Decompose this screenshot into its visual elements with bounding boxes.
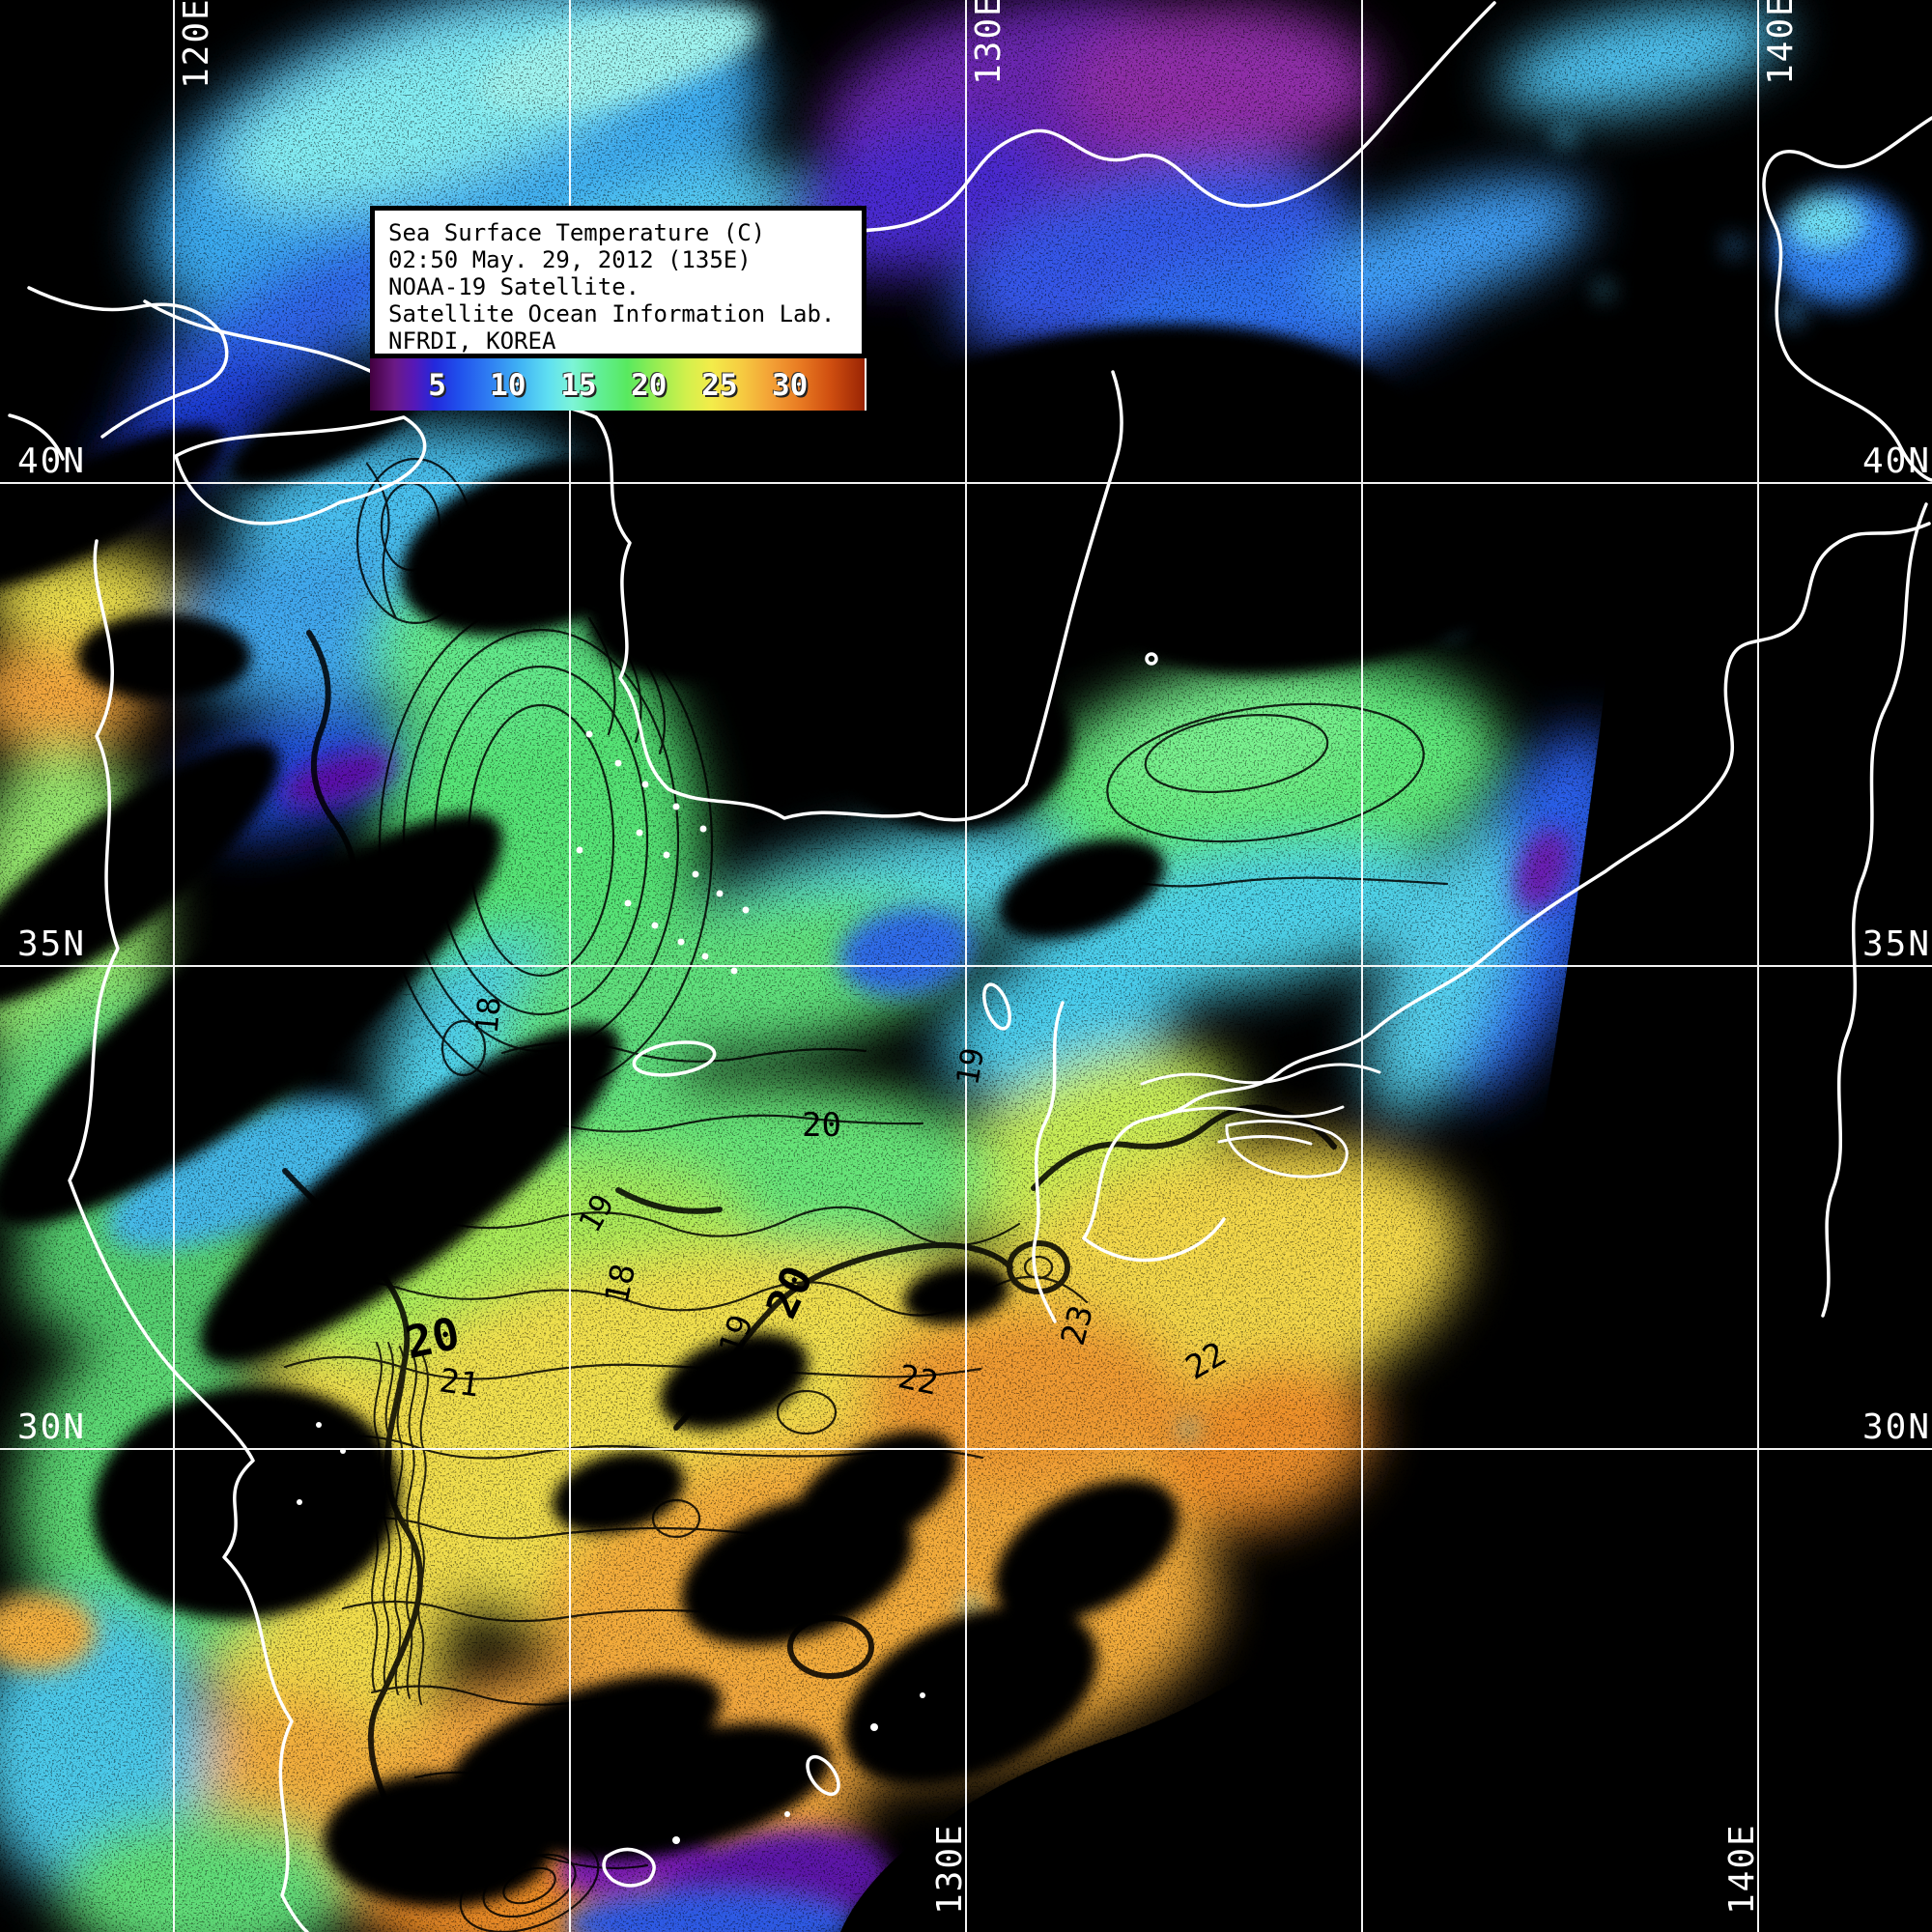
colorbar-ticks: 5 10 15 20 25 30 bbox=[370, 358, 865, 411]
coast-shandong bbox=[174, 415, 427, 526]
coast-amami-island bbox=[602, 1847, 656, 1888]
coast-honshu-east bbox=[1821, 502, 1928, 1318]
colorbar-tick-20: 20 bbox=[631, 368, 668, 403]
grid-label-120e: 120E bbox=[177, 0, 216, 89]
colorbar-gradient bbox=[370, 358, 865, 411]
map-title: Sea Surface Temperature (C) bbox=[388, 219, 766, 246]
contour-label-18: 18 bbox=[597, 1260, 644, 1308]
contour-label-19: 19 bbox=[949, 1044, 992, 1089]
grid-label-140e: 140E bbox=[1722, 1823, 1762, 1915]
contour-label-21: 21 bbox=[437, 1361, 482, 1406]
coast-ulleungdo bbox=[1145, 652, 1158, 666]
grid-label-30n: 30N bbox=[17, 1407, 87, 1447]
contour-label-18: 18 bbox=[468, 995, 508, 1036]
colorbar-tick-5: 5 bbox=[428, 368, 446, 403]
contour-label-23: 23 bbox=[1053, 1301, 1102, 1350]
map-agency: NFRDI, KOREA bbox=[388, 327, 556, 355]
info-box: Sea Surface Temperature (C) 02:50 May. 2… bbox=[370, 206, 867, 358]
map-datetime: 02:50 May. 29, 2012 (135E) bbox=[388, 246, 752, 273]
colorbar-tick-10: 10 bbox=[490, 368, 526, 403]
coast-kyushu bbox=[1032, 1001, 1226, 1323]
grid-label-130e: 130E bbox=[969, 0, 1009, 85]
colorbar: 5 10 15 20 25 30 bbox=[370, 358, 867, 411]
coast-hokkaido bbox=[1762, 116, 1932, 482]
contour-label-20: 20 bbox=[400, 1306, 465, 1370]
grid-label-140e: 140E bbox=[1761, 0, 1801, 85]
coast-bohai bbox=[8, 286, 229, 461]
coast-korea bbox=[594, 370, 1123, 822]
sst-contours bbox=[282, 457, 1449, 1932]
coast-archipelago-dots bbox=[297, 730, 925, 1844]
map-lab: Satellite Ocean Information Lab. bbox=[388, 300, 836, 327]
coast-ryukyu-island bbox=[806, 1754, 840, 1797]
coastlines bbox=[8, 1, 1932, 1932]
contour-label-20: 20 bbox=[802, 1106, 841, 1145]
map-satellite: NOAA-19 Satellite. bbox=[388, 273, 640, 300]
grid-label-35n: 35N bbox=[17, 924, 87, 964]
coast-jeju-island bbox=[632, 1040, 717, 1077]
swath-edge-nodata bbox=[840, 657, 1932, 1932]
coast-shikoku bbox=[1225, 1120, 1349, 1179]
coast-china-south bbox=[68, 539, 309, 1932]
coast-honshu-west bbox=[1082, 522, 1931, 1240]
grid-label-40n: 40N bbox=[17, 441, 87, 481]
grid-label-30n: 30N bbox=[1862, 1407, 1932, 1447]
coast-russia-primorye bbox=[734, 1, 1496, 261]
colorbar-tick-25: 25 bbox=[701, 368, 738, 403]
contour-label-22: 22 bbox=[895, 1357, 942, 1404]
colorbar-tick-30: 30 bbox=[772, 368, 809, 403]
coast-tsushima-island bbox=[982, 982, 1011, 1031]
colorbar-tick-15: 15 bbox=[560, 368, 597, 403]
grid-label-130e: 130E bbox=[930, 1823, 970, 1915]
grid-label-35n: 35N bbox=[1862, 924, 1932, 964]
grid-label-40n: 40N bbox=[1862, 441, 1932, 481]
